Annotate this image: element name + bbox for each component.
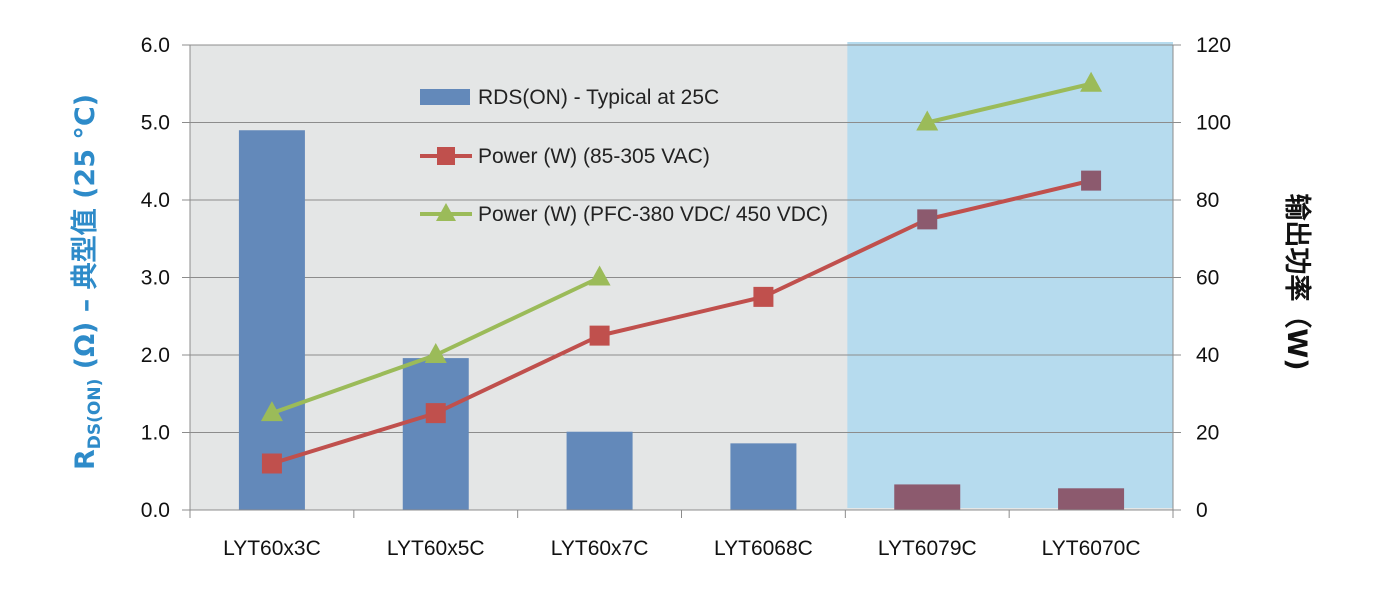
y-right-tick-label: 60 <box>1196 267 1219 290</box>
gridlines <box>190 44 1173 433</box>
y-left-tick-label: 1.0 <box>141 422 170 445</box>
legend: RDS(ON) - Typical at 25C Power (W) (85-3… <box>420 86 828 226</box>
line-point-triangle <box>916 110 939 131</box>
line-point-square <box>753 286 774 307</box>
bar <box>566 431 633 510</box>
line-point-triangle <box>1080 71 1103 92</box>
legend-label-power-pfc: Power (W) (PFC-380 VDC/ 450 VDC) <box>478 203 828 226</box>
y-left-tick-label: 3.0 <box>141 267 170 290</box>
line-point-triangle <box>588 265 611 286</box>
bar <box>238 130 305 510</box>
line-point-square <box>1081 170 1102 191</box>
bar <box>1058 488 1125 510</box>
bar <box>730 443 797 510</box>
y-axis-left-title-rest: (Ω) – 典型值 (25 °C) <box>70 94 101 379</box>
line-point-square <box>589 325 610 346</box>
y-right-tick-label: 120 <box>1196 34 1231 57</box>
rds-bars <box>238 130 1125 510</box>
x-tick-label: LYT60x5C <box>387 537 485 560</box>
x-tick-label: LYT6070C <box>1042 537 1141 560</box>
line-point-triangle <box>260 401 283 422</box>
plot-background-layer <box>190 42 1173 510</box>
y-left-tick-label: 4.0 <box>141 189 170 212</box>
y-left-tick-label: 6.0 <box>141 34 170 57</box>
legend-swatch-power-pfc-marker <box>436 203 456 221</box>
y-left-tick-label: 2.0 <box>141 344 170 367</box>
axes: 0.0 1.0 2.0 3.0 4.0 5.0 6.0 0 20 40 60 80 100 120 LYT6… <box>141 34 1231 560</box>
y-left-tick-label: 5.0 <box>141 112 170 135</box>
legend-swatch-power-ac-marker <box>437 147 455 165</box>
y-right-tick-label: 20 <box>1196 422 1219 445</box>
legend-label-power-ac: Power (W) (85-305 VAC) <box>478 145 710 168</box>
y-axis-left-title: RDS(ON) (Ω) – 典型值 (25 °C) <box>70 94 105 470</box>
line-point-triangle <box>424 343 447 363</box>
line-point-square <box>917 209 938 230</box>
bar <box>894 484 961 510</box>
x-tick-label: LYT60x7C <box>551 537 649 560</box>
line-point-square <box>425 403 446 424</box>
bar <box>402 358 469 510</box>
x-tick-label: LYT60x3C <box>223 537 321 560</box>
x-tick-label: LYT6068C <box>714 537 813 560</box>
series-line <box>926 81 1092 125</box>
series-line <box>271 178 1092 466</box>
line-point-square <box>261 453 282 474</box>
y-right-tick-label: 0 <box>1196 499 1208 522</box>
y-axis-left-title-main: R <box>70 449 101 470</box>
legend-swatch-rds <box>420 89 470 105</box>
legend-label-rds: RDS(ON) - Typical at 25C <box>478 86 719 109</box>
y-right-tick-label: 40 <box>1196 344 1219 367</box>
x-tick-label: LYT6079C <box>878 537 977 560</box>
y-right-tick-label: 80 <box>1196 189 1219 212</box>
y-axis-right-title: 输出功率（W) <box>1281 193 1313 370</box>
y-left-tick-label: 0.0 <box>141 499 170 522</box>
y-right-tick-label: 100 <box>1196 112 1231 135</box>
highlight-region <box>847 42 1173 508</box>
y-axis-left-title-subscript: DS(ON) <box>85 379 105 450</box>
power-lines <box>260 71 1103 474</box>
